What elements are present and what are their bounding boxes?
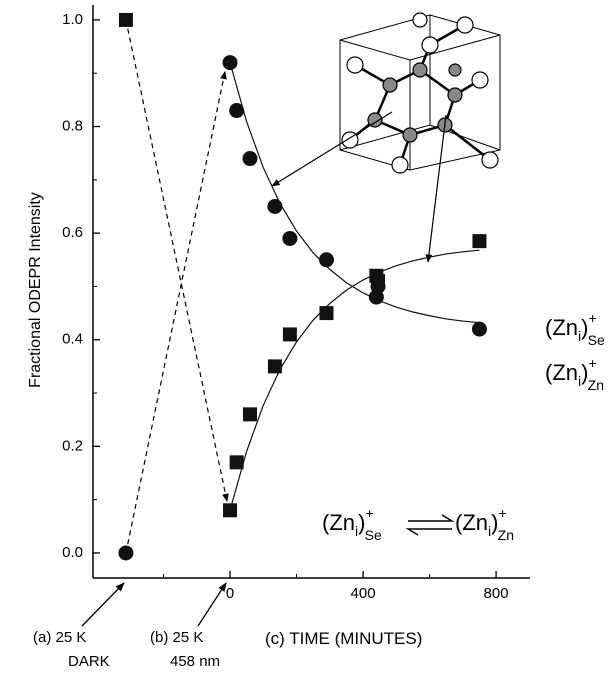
chart: Fractional ODEPR Intensity (c) TIME (MIN… xyxy=(0,0,611,687)
x-tick-label: 0 xyxy=(226,585,234,602)
y-tick-label: 1.0 xyxy=(62,11,83,28)
x-tick-label: 400 xyxy=(351,585,376,602)
pointer-arrow xyxy=(272,112,392,186)
square-point xyxy=(319,306,333,320)
annotation: (a) 25 K xyxy=(33,629,86,646)
square-point xyxy=(283,327,297,341)
transition-arrow xyxy=(126,72,225,553)
square-point xyxy=(243,407,257,421)
crystal-structure xyxy=(340,13,500,173)
circle-point xyxy=(472,322,487,337)
y-axis-title: Fractional ODEPR Intensity xyxy=(27,192,44,388)
x-axis-title: (c) TIME (MINUTES) xyxy=(265,629,422,648)
square-point xyxy=(268,359,282,373)
circle-point xyxy=(319,252,334,267)
square-point xyxy=(119,13,133,27)
series-label: (Zni)+Zn xyxy=(545,355,604,393)
circle-point xyxy=(267,199,282,214)
circle-point xyxy=(118,545,133,560)
series-label: (Zni)+Se xyxy=(545,310,605,348)
x-tick-label: 800 xyxy=(484,585,509,602)
y-tick-label: 0.0 xyxy=(62,544,83,561)
annotation: (b) 25 K xyxy=(150,629,203,646)
y-tick-label: 0.2 xyxy=(62,437,83,454)
pointer-arrow xyxy=(82,583,124,626)
fit-curve xyxy=(230,250,479,510)
annotation: DARK xyxy=(68,653,110,670)
circle-point xyxy=(371,279,386,294)
fit-curve xyxy=(230,63,479,323)
transition-arrow xyxy=(126,20,227,501)
circle-point xyxy=(282,231,297,246)
y-tick-label: 0.6 xyxy=(62,224,83,241)
y-tick-label: 0.8 xyxy=(62,117,83,134)
y-tick-label: 0.4 xyxy=(62,331,83,348)
equilibrium-arrows xyxy=(408,515,452,535)
circle-point xyxy=(223,55,238,70)
circle-point xyxy=(229,103,244,118)
pointer-arrow xyxy=(198,583,226,626)
square-point xyxy=(223,503,237,517)
square-point xyxy=(472,234,486,248)
equation-label: (Zni)+Zn xyxy=(455,505,514,543)
annotation: 458 nm xyxy=(170,653,220,670)
pointer-arrow xyxy=(428,115,446,262)
page: {"chart_data": { "type": "scatter", "y_l… xyxy=(0,0,611,687)
square-point xyxy=(230,455,244,469)
circle-point xyxy=(242,151,257,166)
equation-label: (Zni)+Se xyxy=(322,505,382,543)
